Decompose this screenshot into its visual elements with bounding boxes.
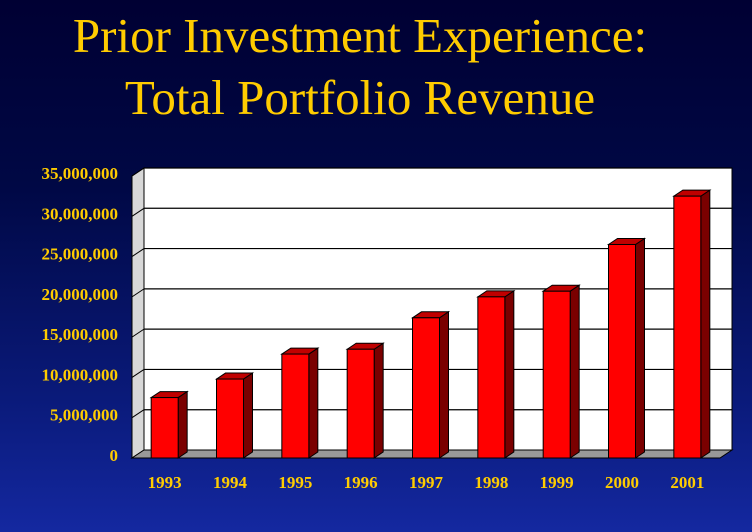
bar (280, 347, 320, 459)
bar-side (504, 289, 515, 459)
bar-front (216, 378, 244, 459)
bar-side (439, 310, 449, 459)
gridline-depth (131, 248, 145, 257)
bar-side (373, 342, 384, 459)
x-tick-label: 1996 (344, 473, 378, 492)
y-tick-label: 35,000,000 (42, 164, 119, 183)
y-tick-label: 15,000,000 (42, 325, 119, 344)
bar-side (700, 189, 711, 459)
bar (606, 237, 647, 459)
y-axis-ticks: 0 5,000,000 10,000,000 15,000,000 20,000,000… (42, 164, 119, 465)
x-tick-label: 2000 (605, 473, 639, 492)
gridline-depth (131, 167, 145, 177)
bar-front (673, 195, 702, 459)
bar-front (150, 397, 179, 459)
x-tick-label: 1993 (148, 473, 182, 492)
y-tick-label: 0 (110, 446, 119, 465)
x-axis-ticks: 1993 1994 1995 1996 1997 1998 1999 2000 2001 (148, 473, 705, 492)
bar (149, 390, 189, 459)
bar-front (281, 353, 310, 459)
bar (345, 342, 385, 459)
gridline-depth (131, 328, 145, 338)
bars (149, 189, 712, 459)
bar (476, 289, 516, 459)
bar-side (308, 347, 319, 459)
x-tick-label: 1999 (540, 473, 574, 492)
gridline-depth (131, 207, 145, 217)
y-tick-label: 25,000,000 (42, 245, 119, 264)
slide-title-line-1: Prior Investment Experience: (72, 8, 648, 63)
bar (541, 284, 581, 459)
bar-front (346, 348, 375, 459)
y-tick-label: 30,000,000 (42, 204, 119, 223)
y-tick-label: 5,000,000 (50, 406, 118, 425)
bar-side (635, 237, 645, 459)
x-tick-label: 1998 (474, 473, 508, 492)
bar (672, 189, 712, 459)
bar (410, 310, 451, 459)
bar-side (177, 390, 188, 459)
bar-front (412, 317, 440, 459)
bar-front (477, 296, 506, 459)
gridline-depth (131, 288, 145, 298)
x-tick-label: 1997 (409, 473, 444, 492)
x-tick-label: 1994 (213, 473, 248, 492)
bar-front (542, 290, 571, 459)
y-tick-label: 10,000,000 (42, 365, 119, 384)
bar-side (569, 284, 580, 459)
y-tick-label: 20,000,000 (42, 285, 119, 304)
gridline-depth (131, 409, 145, 419)
x-tick-label: 2001 (670, 473, 704, 492)
bar-side (243, 372, 253, 459)
x-tick-label: 1995 (278, 473, 312, 492)
chart-side-wall (131, 167, 145, 459)
slide-title-line-2: Total Portfolio Revenue (124, 70, 596, 125)
gridline-depth (131, 369, 145, 378)
bar-front (608, 243, 636, 459)
bar (214, 372, 255, 459)
